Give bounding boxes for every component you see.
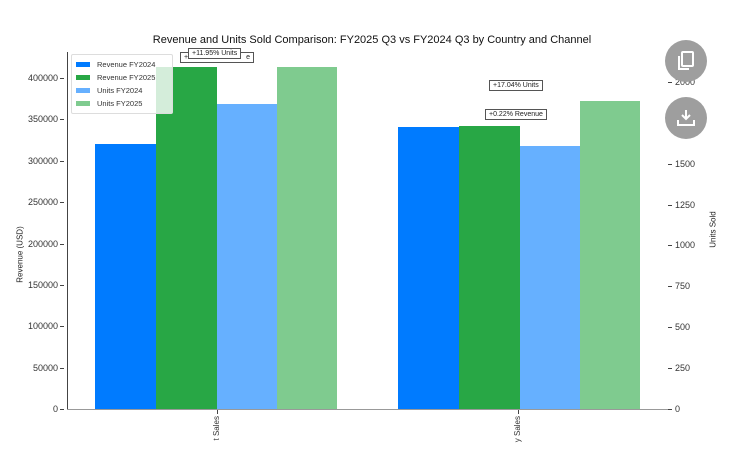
- y-axis-label-left: Revenue (USD): [15, 226, 25, 283]
- ytick-right: 2000: [668, 77, 695, 87]
- download-button[interactable]: [665, 97, 707, 139]
- xtick: [217, 410, 218, 414]
- ytick-left: 150000: [28, 280, 64, 290]
- annotation-units-group2: +17.04% Units: [489, 80, 543, 91]
- ytick-left: 0: [53, 404, 64, 414]
- ytick-left: 50000: [33, 363, 64, 373]
- legend-swatch: [76, 101, 90, 106]
- ytick-left: 300000: [28, 156, 64, 166]
- chart-legend: Revenue FY2024 Revenue FY2025 Units FY20…: [71, 54, 173, 114]
- x-tick-label: y Sales: [513, 416, 522, 443]
- legend-item-revenue-fy2024: Revenue FY2024: [76, 58, 168, 71]
- ytick-right: 1500: [668, 159, 695, 169]
- ytick-right: 250: [668, 363, 690, 373]
- x-tick-label: t Sales: [212, 416, 221, 441]
- bar-units-fy2024-group1: [217, 104, 277, 409]
- bar-units-fy2025-group2: [580, 101, 640, 409]
- left-axis-line: [67, 52, 68, 410]
- ytick-left: 400000: [28, 73, 64, 83]
- legend-item-units-fy2024: Units FY2024: [76, 84, 168, 97]
- ytick-right: 500: [668, 322, 690, 332]
- bar-revenue-fy2025-group2: [459, 126, 520, 409]
- ytick-right: 1000: [668, 240, 695, 250]
- bar-revenue-fy2025-group1: [156, 67, 217, 409]
- legend-swatch: [76, 88, 90, 93]
- bar-revenue-fy2024-group2: [398, 127, 459, 409]
- bar-revenue-fy2024-group1: [95, 144, 156, 409]
- y-axis-label-right: Units Sold: [708, 211, 718, 248]
- ytick-left: 200000: [28, 239, 64, 249]
- ytick-right: 1250: [668, 200, 695, 210]
- copy-icon: [678, 51, 694, 70]
- ytick-left: 350000: [28, 114, 64, 124]
- plot-area: [67, 52, 667, 409]
- download-icon: [677, 110, 695, 126]
- annotation-revenue-group2: +0.22% Revenue: [485, 109, 547, 120]
- chart-title: Revenue and Units Sold Comparison: FY202…: [152, 34, 592, 46]
- legend-swatch: [76, 62, 90, 67]
- legend-swatch: [76, 75, 90, 80]
- bar-units-fy2024-group2: [520, 146, 580, 409]
- legend-item-revenue-fy2025: Revenue FY2025: [76, 71, 168, 84]
- ytick-left: 100000: [28, 321, 64, 331]
- legend-item-units-fy2025: Units FY2025: [76, 97, 168, 110]
- xtick: [518, 410, 519, 414]
- ytick-right: 750: [668, 281, 690, 291]
- annotation-units-group1: +11.95% Units: [188, 48, 242, 59]
- bar-units-fy2025-group1: [277, 67, 337, 409]
- ytick-right: 0: [668, 404, 680, 414]
- bottom-axis-line: [67, 409, 668, 410]
- ytick-left: 250000: [28, 197, 64, 207]
- copy-button[interactable]: [665, 40, 707, 82]
